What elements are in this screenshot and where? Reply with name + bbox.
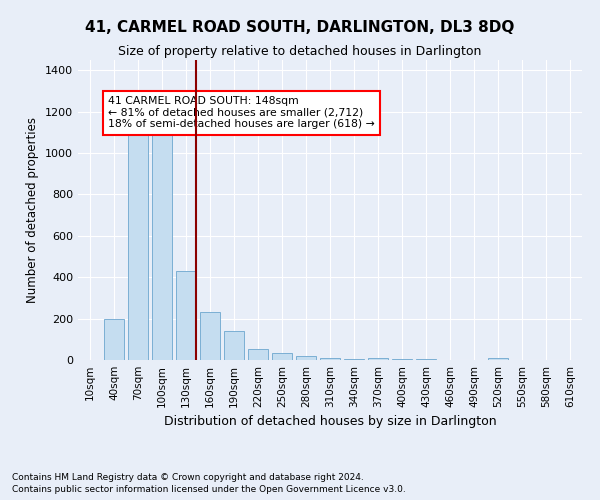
Bar — [248, 348, 268, 360]
Text: 41, CARMEL ROAD SOUTH, DARLINGTON, DL3 8DQ: 41, CARMEL ROAD SOUTH, DARLINGTON, DL3 8… — [85, 20, 515, 35]
Text: Contains HM Land Registry data © Crown copyright and database right 2024.: Contains HM Land Registry data © Crown c… — [12, 473, 364, 482]
Bar — [344, 359, 364, 360]
Text: Contains public sector information licensed under the Open Government Licence v3: Contains public sector information licen… — [12, 486, 406, 494]
Bar — [296, 356, 316, 360]
Text: 41 CARMEL ROAD SOUTH: 148sqm
← 81% of detached houses are smaller (2,712)
18% of: 41 CARMEL ROAD SOUTH: 148sqm ← 81% of de… — [108, 96, 375, 129]
Bar — [224, 331, 244, 360]
Text: Size of property relative to detached houses in Darlington: Size of property relative to detached ho… — [118, 45, 482, 58]
Bar — [368, 358, 388, 360]
Bar — [392, 359, 412, 360]
Y-axis label: Number of detached properties: Number of detached properties — [26, 117, 40, 303]
Bar — [104, 318, 124, 360]
Bar — [128, 126, 148, 360]
Bar — [152, 132, 172, 360]
Bar — [272, 353, 292, 360]
Bar — [416, 359, 436, 360]
Bar — [488, 358, 508, 360]
Bar — [200, 312, 220, 360]
X-axis label: Distribution of detached houses by size in Darlington: Distribution of detached houses by size … — [164, 415, 496, 428]
Bar — [176, 271, 196, 360]
Bar — [320, 358, 340, 360]
